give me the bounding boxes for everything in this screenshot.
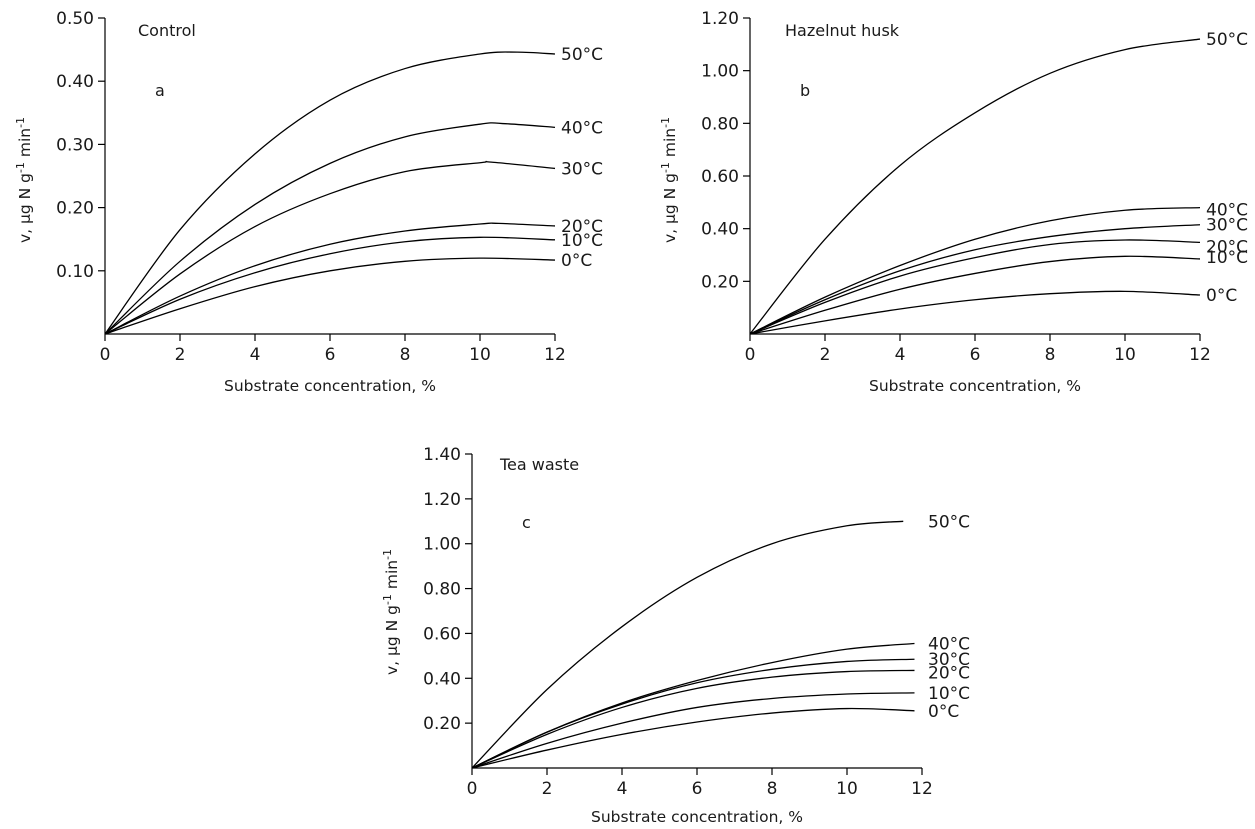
y-tick-label: 1.20 [423,490,461,510]
chart-title: Hazelnut husk [785,21,900,40]
series-label: 0°C [561,251,592,271]
series-label: 40°C [561,118,603,138]
y-tick-label: 0.80 [701,114,739,134]
x-axis-label: Substrate concentration, % [591,808,803,826]
y-tick-label: 1.00 [423,535,461,555]
x-tick-label: 8 [767,779,778,799]
series-line [750,225,1200,334]
x-tick-label: 6 [970,345,981,365]
x-tick-label: 2 [820,345,831,365]
y-tick-label: 1.40 [423,445,461,465]
x-tick-label: 12 [544,345,566,365]
x-tick-label: 6 [692,779,703,799]
chart-title: Control [138,21,196,40]
x-tick-label: 0 [100,345,111,365]
y-tick-label: 0.40 [423,669,461,689]
y-tick-label: 1.00 [701,62,739,82]
y-tick-label: 0.10 [56,262,94,282]
series-label: 50°C [561,45,603,65]
x-tick-label: 8 [400,345,411,365]
x-tick-label: 10 [469,345,491,365]
x-tick-label: 4 [250,345,261,365]
x-tick-label: 12 [1189,345,1211,365]
chart-panel-b: 0 2 4 6 8 10 12 0.20 0.40 0.60 0.80 1.00 1.20 Hazelnu… [659,9,1248,395]
y-axis-label: v, µg N g-1 min-1 [381,549,401,675]
series-line [472,670,915,768]
series-label: 30°C [1206,216,1248,236]
series-line [105,52,555,334]
x-axis-label: Substrate concentration, % [224,377,436,395]
series-label: 0°C [1206,286,1237,306]
y-axis-label: v, µg N g-1 min-1 [659,117,679,243]
x-tick-label: 0 [745,345,756,365]
x-tick-label: 10 [836,779,858,799]
series-label: 10°C [561,231,603,251]
y-axis-label: v, µg N g-1 min-1 [14,117,34,243]
series-line [750,240,1200,334]
x-tick-label: 4 [895,345,906,365]
y-tick-label: 1.20 [701,9,739,29]
series-line [105,237,555,334]
series-label: 0°C [928,702,959,722]
series-label: 10°C [1206,248,1248,268]
x-axis-label: Substrate concentration, % [869,377,1081,395]
series-line [472,521,903,768]
series-line [472,644,915,768]
series-line [105,258,555,334]
series-line [105,161,555,334]
x-tick-label: 8 [1045,345,1056,365]
x-tick-label: 12 [911,779,933,799]
series-line [750,39,1200,334]
x-tick-label: 0 [467,779,478,799]
x-tick-label: 10 [1114,345,1136,365]
y-tick-label: 0.60 [701,167,739,187]
panel-label: c [522,513,531,532]
series-label: 50°C [928,512,970,532]
series-label: 20°C [928,663,970,683]
y-tick-label: 0.40 [701,220,739,240]
x-tick-label: 4 [617,779,628,799]
y-tick-label: 0.30 [56,135,94,155]
y-tick-label: 0.40 [56,72,94,92]
series-label: 30°C [561,159,603,179]
series-line [472,693,915,768]
x-tick-label: 2 [175,345,186,365]
y-tick-label: 0.20 [56,199,94,219]
panel-label: b [800,81,810,100]
panel-label: a [155,81,165,100]
chart-panel-c: 0 2 4 6 8 10 12 0.20 0.40 0.60 0.80 1.00 1.20 1.40 Tea… [381,445,970,826]
series-label: 50°C [1206,30,1248,50]
x-tick-label: 2 [542,779,553,799]
y-tick-label: 0.20 [423,714,461,734]
y-tick-label: 0.80 [423,580,461,600]
series-line [750,208,1200,334]
y-tick-label: 0.50 [56,9,94,29]
chart-title: Tea waste [499,455,579,474]
chart-panel-a: 0 2 4 6 8 10 12 0.10 0.20 0.30 0.40 0.50 Control a Sub… [14,9,603,395]
x-tick-label: 6 [325,345,336,365]
y-tick-label: 0.60 [423,624,461,644]
y-tick-label: 0.20 [701,272,739,292]
